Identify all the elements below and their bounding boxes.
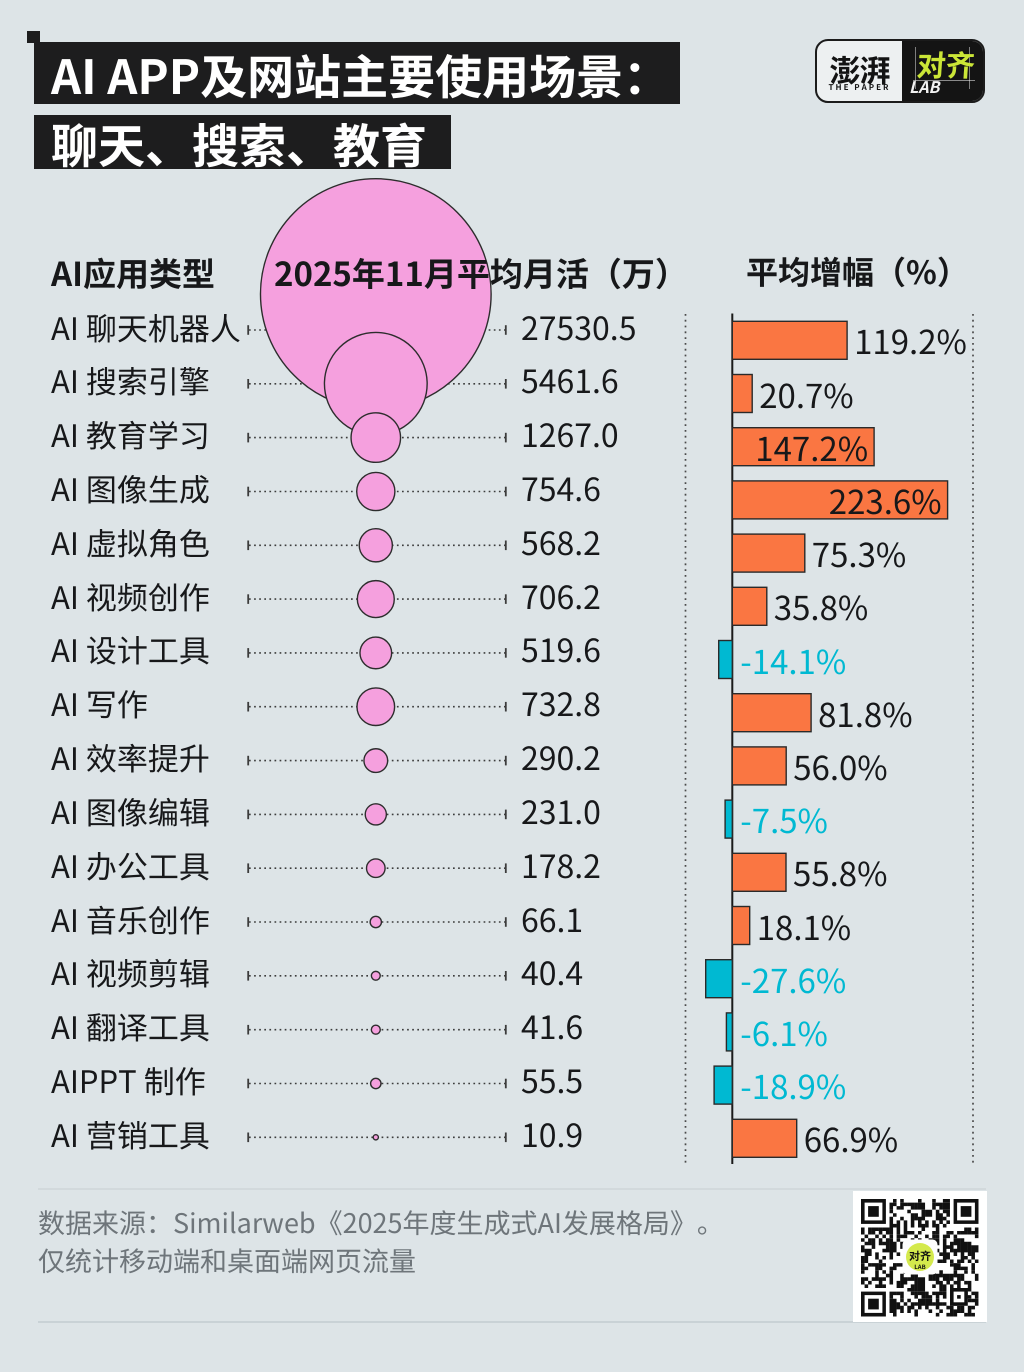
svg-text:LAB: LAB xyxy=(914,1262,925,1271)
svg-text:对齐: 对齐 xyxy=(909,1248,931,1264)
